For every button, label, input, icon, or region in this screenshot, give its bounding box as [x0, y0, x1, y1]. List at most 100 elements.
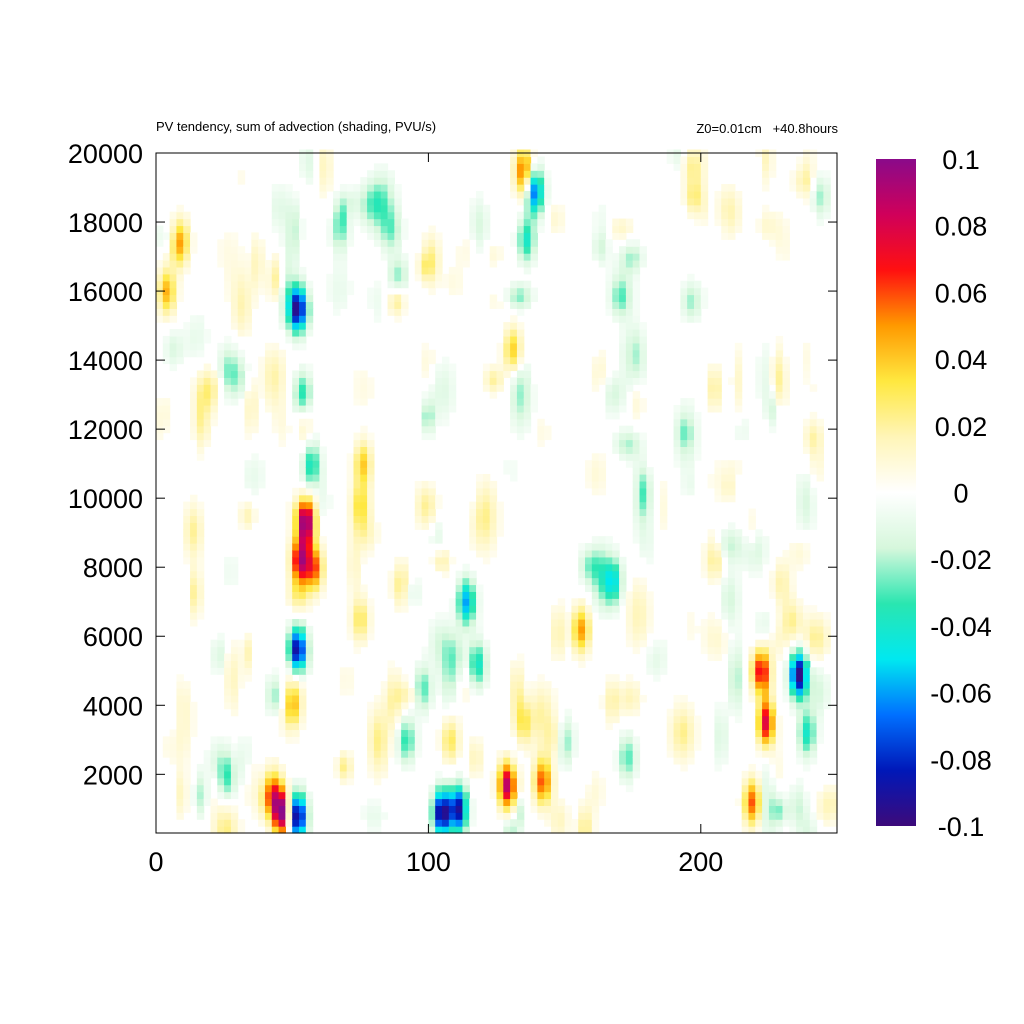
- heatmap-cell: [196, 453, 205, 461]
- y-tick-label: 20000: [68, 139, 143, 169]
- heatmap-cell: [530, 757, 538, 765]
- heatmap-cell: [346, 584, 355, 592]
- heatmap-cell: [768, 701, 777, 710]
- heatmap-cell: [346, 674, 355, 682]
- heatmap-cell: [523, 377, 532, 385]
- heatmap-cell: [700, 563, 709, 572]
- heatmap-cell: [789, 549, 797, 558]
- heatmap-cell: [755, 363, 763, 372]
- heatmap-cell: [476, 743, 484, 751]
- heatmap-cell: [728, 487, 736, 496]
- heatmap-cell: [394, 570, 402, 579]
- heatmap-cell: [721, 218, 729, 227]
- heatmap-cell: [619, 446, 627, 454]
- heatmap-cell: [421, 356, 429, 365]
- heatmap-cell: [482, 508, 491, 517]
- heatmap-cell: [326, 163, 334, 171]
- heatmap-cell: [796, 660, 804, 668]
- heatmap-cell: [292, 826, 300, 834]
- heatmap-cell: [251, 418, 259, 427]
- heatmap-cell: [176, 729, 184, 737]
- heatmap-cell: [728, 653, 736, 662]
- heatmap-cell: [251, 239, 259, 247]
- heatmap-cell: [367, 515, 375, 523]
- heatmap-cell: [360, 515, 368, 523]
- heatmap-cell: [162, 280, 171, 289]
- heatmap-cell: [516, 184, 525, 192]
- heatmap-cell: [605, 308, 613, 316]
- heatmap-cell: [244, 460, 252, 468]
- heatmap-cell: [489, 363, 498, 372]
- heatmap-cell: [605, 674, 613, 682]
- heatmap-cell: [442, 273, 450, 282]
- heatmap-cell: [455, 667, 464, 675]
- heatmap-cell: [489, 543, 498, 551]
- heatmap-cell: [639, 618, 647, 627]
- heatmap-cell: [244, 646, 252, 655]
- heatmap-cell: [816, 798, 824, 806]
- heatmap-cell: [469, 591, 477, 599]
- heatmap-cell: [755, 646, 763, 655]
- colorbar-tick-label: -0.04: [930, 612, 992, 642]
- heatmap-cell: [550, 743, 559, 751]
- heatmap-cell: [523, 156, 532, 164]
- heatmap-cell: [401, 701, 409, 710]
- heatmap-cell: [319, 536, 327, 544]
- heatmap-cell: [183, 798, 191, 806]
- heatmap-cell: [625, 294, 634, 303]
- heatmap-cell: [530, 798, 538, 806]
- heatmap-cell: [823, 674, 831, 682]
- heatmap-cell: [571, 618, 579, 627]
- heatmap-cell: [244, 260, 252, 268]
- heatmap-cell: [387, 184, 395, 192]
- heatmap-cell: [768, 694, 777, 703]
- heatmap-cell: [809, 694, 818, 703]
- heatmap-cell: [619, 273, 627, 282]
- heatmap-cell: [755, 218, 763, 227]
- heatmap-cell: [537, 190, 545, 199]
- heatmap-cell: [237, 653, 246, 662]
- heatmap-cell: [585, 467, 593, 475]
- heatmap-cell: [578, 646, 586, 655]
- heatmap-cell: [503, 770, 511, 779]
- heatmap-cell: [183, 266, 191, 275]
- heatmap-cell: [646, 522, 654, 530]
- heatmap-cell: [530, 190, 538, 199]
- heatmap-cell: [809, 639, 818, 648]
- heatmap-cell: [755, 701, 763, 710]
- heatmap-cell: [762, 625, 770, 634]
- heatmap-cell: [680, 190, 688, 199]
- heatmap-cell: [196, 805, 205, 813]
- heatmap-cell: [537, 729, 545, 737]
- heatmap-cell: [380, 729, 389, 737]
- heatmap-cell: [646, 556, 654, 565]
- heatmap-cell: [796, 639, 804, 648]
- heatmap-cell: [183, 736, 191, 744]
- heatmap-cell: [612, 694, 620, 703]
- heatmap-cell: [319, 190, 327, 199]
- heatmap-cell: [755, 618, 763, 627]
- heatmap-cell: [299, 598, 307, 606]
- heatmap-cell: [510, 391, 518, 399]
- heatmap-cell: [196, 391, 205, 399]
- heatmap-cell: [237, 674, 246, 682]
- heatmap-cell: [687, 708, 695, 717]
- heatmap-cell: [598, 612, 607, 620]
- heatmap-cell: [557, 598, 566, 606]
- heatmap-cell: [251, 798, 259, 806]
- heatmap-cell: [428, 660, 436, 668]
- heatmap-cell: [373, 225, 382, 233]
- heatmap-cell: [387, 280, 395, 289]
- heatmap-cell: [489, 501, 498, 510]
- heatmap-cell: [156, 260, 164, 268]
- heatmap-cell: [605, 266, 613, 275]
- heatmap-cell: [571, 598, 579, 606]
- heatmap-cell: [428, 391, 436, 399]
- heatmap-cell: [455, 584, 464, 592]
- heatmap-cell: [646, 605, 654, 613]
- heatmap-cell: [598, 487, 607, 496]
- heatmap-cell: [237, 501, 246, 510]
- heatmap-cell: [319, 163, 327, 171]
- heatmap-cell: [285, 280, 293, 289]
- heatmap-cell: [230, 674, 239, 682]
